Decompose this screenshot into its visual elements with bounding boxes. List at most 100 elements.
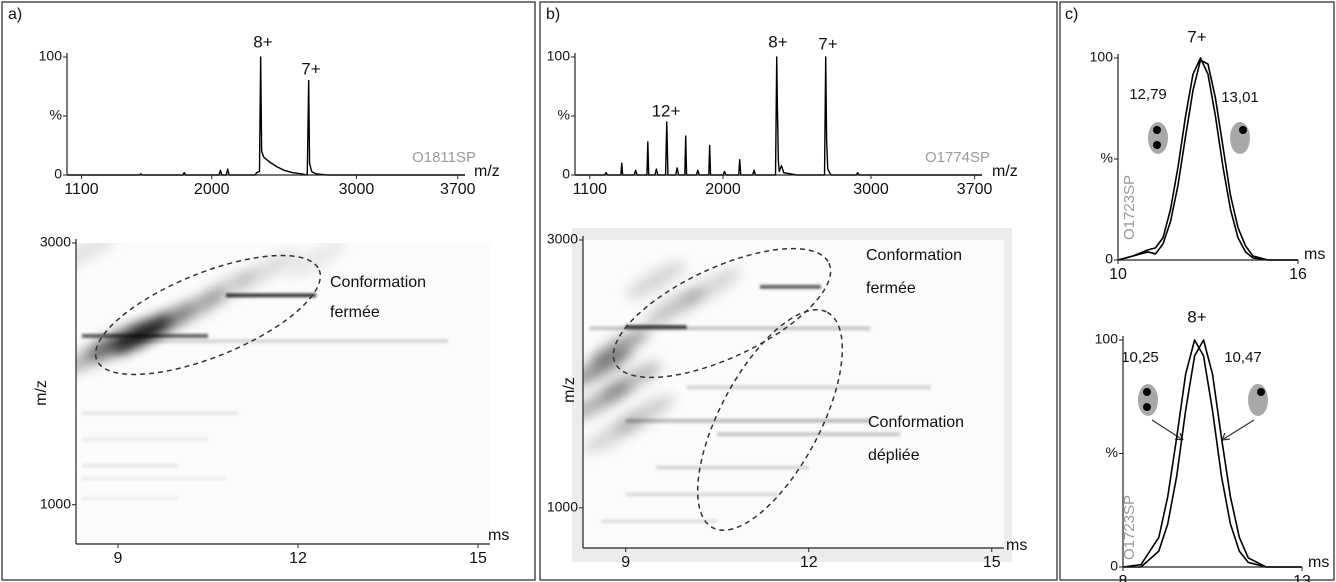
peak-label: 12+ — [652, 101, 681, 120]
panel-border — [539, 1, 1058, 581]
intensity-band — [82, 496, 178, 501]
x-axis-label: ms — [1308, 554, 1329, 571]
x-tick-label: 1100 — [64, 181, 99, 198]
panel-label: b) — [546, 6, 560, 23]
intensity-blob — [681, 268, 741, 306]
region-outline — [696, 309, 844, 531]
x-axis-label: m/z — [992, 163, 1018, 180]
y-tick-label: 100 — [39, 48, 63, 64]
region-outline — [612, 247, 832, 379]
x-axis-label: ms — [1006, 537, 1027, 554]
conformation-icons — [1138, 122, 1268, 441]
y-tick-label: 0 — [562, 166, 570, 182]
intensity-band — [656, 465, 809, 470]
trace — [1117, 57, 1298, 261]
intensity-band — [82, 463, 178, 468]
peak-label: 13,01 — [1221, 89, 1259, 106]
y-tick-label: % — [1106, 444, 1118, 460]
region-outline — [94, 254, 322, 376]
annotation: Conformation — [330, 274, 426, 291]
y-tick-label: 1000 — [547, 499, 578, 515]
intensity-band — [226, 293, 316, 298]
x-tick-label: 2000 — [705, 181, 741, 198]
intensity-band — [82, 437, 208, 442]
x-tick-label: 1100 — [573, 181, 608, 198]
panel-label: c) — [1065, 6, 1078, 23]
y-tick-label: 0 — [54, 166, 62, 182]
peak-label: 7+ — [301, 59, 320, 78]
intensity-band — [82, 476, 226, 481]
x-tick-label: 2000 — [194, 181, 230, 198]
intensity-band — [625, 418, 870, 423]
x-axis-label: ms — [488, 527, 509, 544]
annotation: fermée — [330, 304, 380, 321]
trace — [1122, 339, 1302, 568]
intensity-blob — [583, 415, 644, 453]
y-axis-label: m/z — [561, 377, 578, 403]
intensity-band — [625, 492, 779, 497]
intensity-band — [686, 385, 931, 390]
x-tick-label: 12 — [800, 554, 818, 571]
intensity-band — [601, 519, 718, 524]
y-tick-label: % — [50, 107, 62, 123]
panel-border — [1059, 1, 1335, 581]
intensity-band — [118, 339, 448, 344]
y-tick-label: 100 — [1090, 49, 1114, 65]
trace — [1123, 339, 1302, 568]
x-tick-label: 9 — [621, 554, 630, 571]
y-tick-label: 0 — [1110, 558, 1118, 574]
x-tick-label: 3000 — [853, 181, 889, 198]
peak-label: 10,47 — [1224, 349, 1262, 366]
intensity-blob — [589, 328, 650, 366]
y-tick-label: 3000 — [547, 231, 578, 247]
intensity-blob — [238, 250, 298, 288]
intensity-blob — [76, 243, 118, 269]
x-tick-label: 16 — [1289, 266, 1307, 283]
intensity-blob — [286, 243, 346, 278]
chart: 0% 100 8 13 ms 8+ O1723SP 10,25 10,47 — [1095, 307, 1330, 582]
intensity-blob — [626, 261, 687, 299]
chart-title: 7+ — [1187, 27, 1206, 46]
trace — [67, 56, 465, 176]
y-axis-label: m/z — [33, 380, 50, 406]
plot-area — [76, 243, 490, 544]
x-tick-label: 3700 — [440, 181, 476, 198]
y-tick-label: % — [1101, 150, 1113, 166]
intensity-blob — [602, 361, 662, 400]
heatmap — [583, 261, 931, 524]
x-tick-label: 12 — [289, 550, 307, 567]
intensity-band — [82, 411, 238, 416]
intensity-band — [589, 326, 870, 331]
x-tick-label: 10 — [1109, 266, 1127, 283]
watermark: O1723SP — [1121, 175, 1138, 240]
watermark: O1723SP — [1121, 495, 1138, 560]
intensity-band — [759, 284, 821, 289]
annotation: dépliée — [868, 447, 920, 464]
y-tick-label: 1000 — [40, 495, 71, 511]
x-tick-label: 3000 — [339, 181, 375, 198]
y-tick-label: 100 — [547, 48, 571, 64]
y-tick-label: 3000 — [40, 234, 71, 250]
trace — [1117, 59, 1298, 261]
intensity-band — [82, 333, 208, 338]
y-tick-label: 100 — [1095, 331, 1119, 347]
peak-label: 12,79 — [1129, 86, 1167, 103]
y-tick-label: % — [558, 107, 570, 123]
peak-label: 8+ — [768, 32, 787, 51]
y-tick-label: 0 — [1105, 251, 1113, 267]
x-axis-label: m/z — [474, 163, 500, 180]
panel-border — [1, 1, 536, 581]
x-tick-label: 9 — [114, 550, 123, 567]
x-tick-label: 8 — [1119, 573, 1128, 582]
chart: 0% 100 10 16 ms 7+ O1723SP 12,79 13,01 — [1090, 27, 1326, 283]
chart: Conformation fermée Conformation dépliée 100… — [547, 231, 1027, 572]
x-tick-label: 3700 — [957, 181, 993, 198]
annotation: Conformation — [866, 247, 962, 264]
watermark: O1774SP — [925, 149, 990, 166]
x-tick-label: 15 — [469, 550, 487, 567]
panel-label: a) — [8, 6, 22, 23]
heatmap — [76, 243, 448, 501]
